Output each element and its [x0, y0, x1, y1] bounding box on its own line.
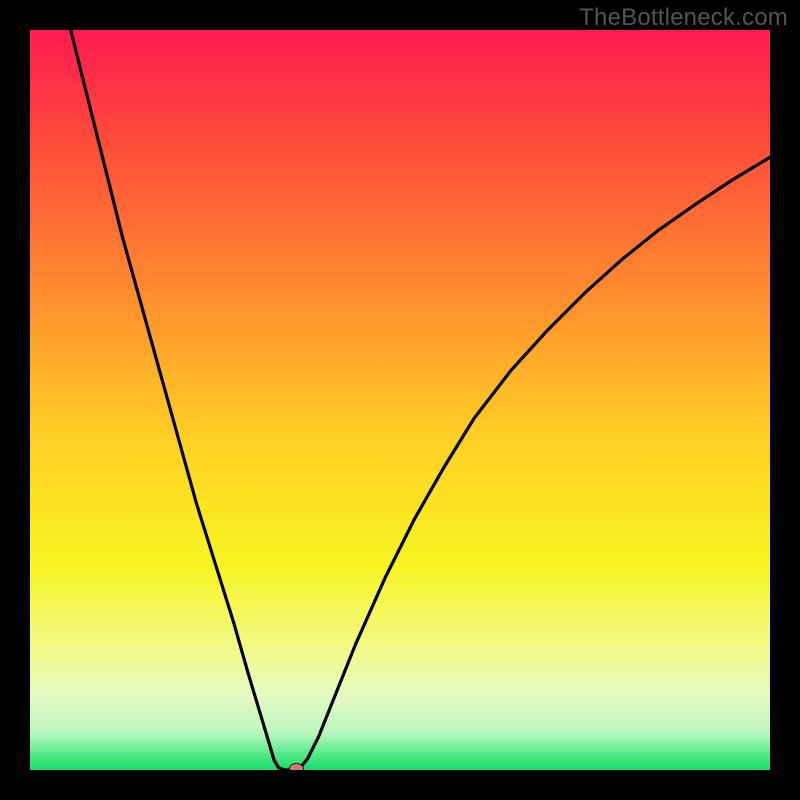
optimal-point-marker: [289, 764, 303, 770]
chart-container: [30, 30, 770, 770]
chart-background-gradient: [30, 30, 770, 770]
watermark-text: TheBottleneck.com: [579, 4, 788, 32]
chart-svg: [30, 30, 770, 770]
